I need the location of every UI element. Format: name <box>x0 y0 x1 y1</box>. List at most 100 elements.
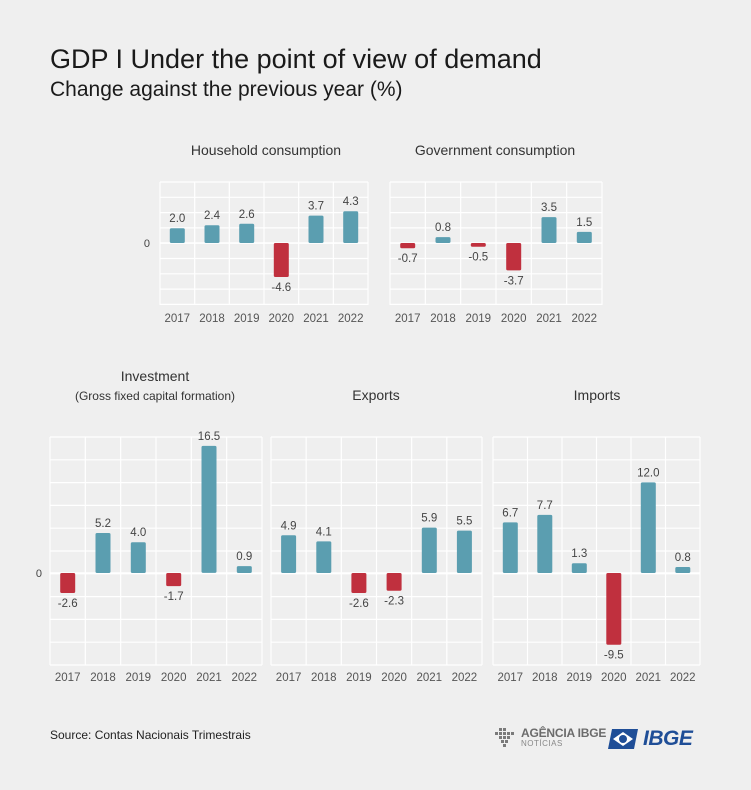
bar <box>236 566 252 573</box>
data-label: 6.7 <box>502 507 518 519</box>
zero-axis-label: 0 <box>144 238 150 250</box>
bar <box>351 573 367 593</box>
panel-title: Investment <box>121 368 190 384</box>
bar <box>576 231 592 243</box>
bar <box>166 573 182 587</box>
ibge-logo: IBGE <box>608 727 693 751</box>
bar <box>435 237 451 243</box>
data-label: 0.8 <box>675 552 691 564</box>
data-label: -0.5 <box>468 252 488 264</box>
data-label: -2.6 <box>349 598 369 610</box>
x-tick-label: 2017 <box>276 672 302 684</box>
x-tick-label: 2021 <box>636 672 662 684</box>
data-label: 2.0 <box>169 213 185 225</box>
bar <box>675 567 691 573</box>
data-label: 7.7 <box>537 500 553 512</box>
x-tick-label: 2022 <box>338 313 364 325</box>
ibge-wordmark: IBGE <box>643 727 693 750</box>
data-label: 0.9 <box>236 551 252 563</box>
bar <box>281 535 297 573</box>
data-label: 12.0 <box>637 467 659 479</box>
x-tick-label: 2021 <box>303 313 329 325</box>
agencia-ibge-logo: AGÊNCIA IBGE NOTÍCIAS <box>493 727 606 749</box>
x-tick-label: 2020 <box>161 672 187 684</box>
x-tick-label: 2019 <box>466 313 492 325</box>
x-tick-label: 2021 <box>196 672 222 684</box>
x-tick-label: 2022 <box>572 313 598 325</box>
x-tick-label: 2019 <box>346 672 372 684</box>
bar <box>400 243 416 249</box>
bar <box>470 243 486 247</box>
bar <box>571 563 587 573</box>
x-tick-label: 2021 <box>536 313 562 325</box>
data-label: -1.7 <box>164 591 184 603</box>
bar <box>130 542 146 573</box>
imports-panel: Imports 6.7 2017 7.7 2018 1.3 2019 -9.5 2020 12.0… <box>492 387 701 684</box>
data-label: 0.8 <box>435 222 451 234</box>
x-tick-label: 2019 <box>126 672 152 684</box>
data-label: -9.5 <box>604 650 624 662</box>
x-tick-label: 2018 <box>90 672 116 684</box>
x-tick-label: 2020 <box>501 313 527 325</box>
bar <box>95 533 111 573</box>
bar <box>308 215 324 243</box>
bar <box>169 228 185 243</box>
chart-subtitle: Change against the previous year (%) <box>50 78 403 101</box>
household-consumption-panel: Household consumption 0 2.0 2017 2.4 2018 2.6 2… <box>144 142 369 325</box>
chart-title: GDP I Under the point of view of demand <box>50 44 542 74</box>
bar <box>386 573 402 591</box>
ibge-flag-icon <box>608 729 638 749</box>
data-label: 5.5 <box>456 516 472 528</box>
x-tick-label: 2017 <box>498 672 524 684</box>
bar <box>273 243 289 277</box>
panel-title: Exports <box>352 387 399 403</box>
x-tick-label: 2017 <box>395 313 421 325</box>
x-tick-label: 2017 <box>55 672 81 684</box>
x-tick-label: 2021 <box>417 672 443 684</box>
x-tick-label: 2019 <box>234 313 260 325</box>
x-tick-label: 2018 <box>532 672 558 684</box>
agencia-line1: AGÊNCIA IBGE <box>521 726 607 740</box>
data-label: -3.7 <box>504 275 524 287</box>
bar <box>606 573 622 645</box>
x-tick-label: 2022 <box>452 672 478 684</box>
data-label: 4.3 <box>343 196 359 208</box>
x-tick-label: 2019 <box>567 672 593 684</box>
bar <box>316 541 332 573</box>
x-tick-label: 2018 <box>311 672 337 684</box>
data-label: 3.7 <box>308 201 324 213</box>
bar <box>201 445 217 573</box>
data-label: 4.0 <box>130 527 146 539</box>
x-tick-label: 2020 <box>381 672 407 684</box>
bar <box>239 223 255 243</box>
data-label: 2.4 <box>204 210 221 222</box>
x-tick-label: 2018 <box>199 313 225 325</box>
bar <box>456 530 472 573</box>
data-label: 1.5 <box>576 217 592 229</box>
data-label: 5.2 <box>95 518 111 530</box>
data-label: 1.3 <box>571 548 587 560</box>
x-tick-label: 2020 <box>269 313 295 325</box>
bar <box>541 217 557 243</box>
x-tick-label: 2020 <box>601 672 627 684</box>
panel-subtitle: (Gross fixed capital formation) <box>75 389 235 403</box>
bar <box>640 482 656 573</box>
x-tick-label: 2022 <box>232 672 258 684</box>
x-tick-label: 2017 <box>165 313 191 325</box>
government-consumption-panel: Government consumption -0.7 2017 0.8 2018 -0.… <box>389 142 603 325</box>
investment-panel: Investment (Gross fixed capital formation… <box>36 368 263 684</box>
bar <box>421 527 437 573</box>
bar <box>204 225 220 243</box>
data-label: -4.6 <box>271 282 291 294</box>
agencia-map-icon <box>495 728 514 747</box>
bar <box>506 243 522 271</box>
source-note: Source: Contas Nacionais Trimestrais <box>50 728 251 742</box>
panel-title: Government consumption <box>415 142 575 158</box>
data-label: -2.3 <box>384 596 404 608</box>
x-tick-label: 2018 <box>430 313 456 325</box>
data-label: 3.5 <box>541 202 557 214</box>
data-label: 4.9 <box>281 520 297 532</box>
data-label: 2.6 <box>239 209 255 221</box>
data-label: -0.7 <box>398 253 418 265</box>
